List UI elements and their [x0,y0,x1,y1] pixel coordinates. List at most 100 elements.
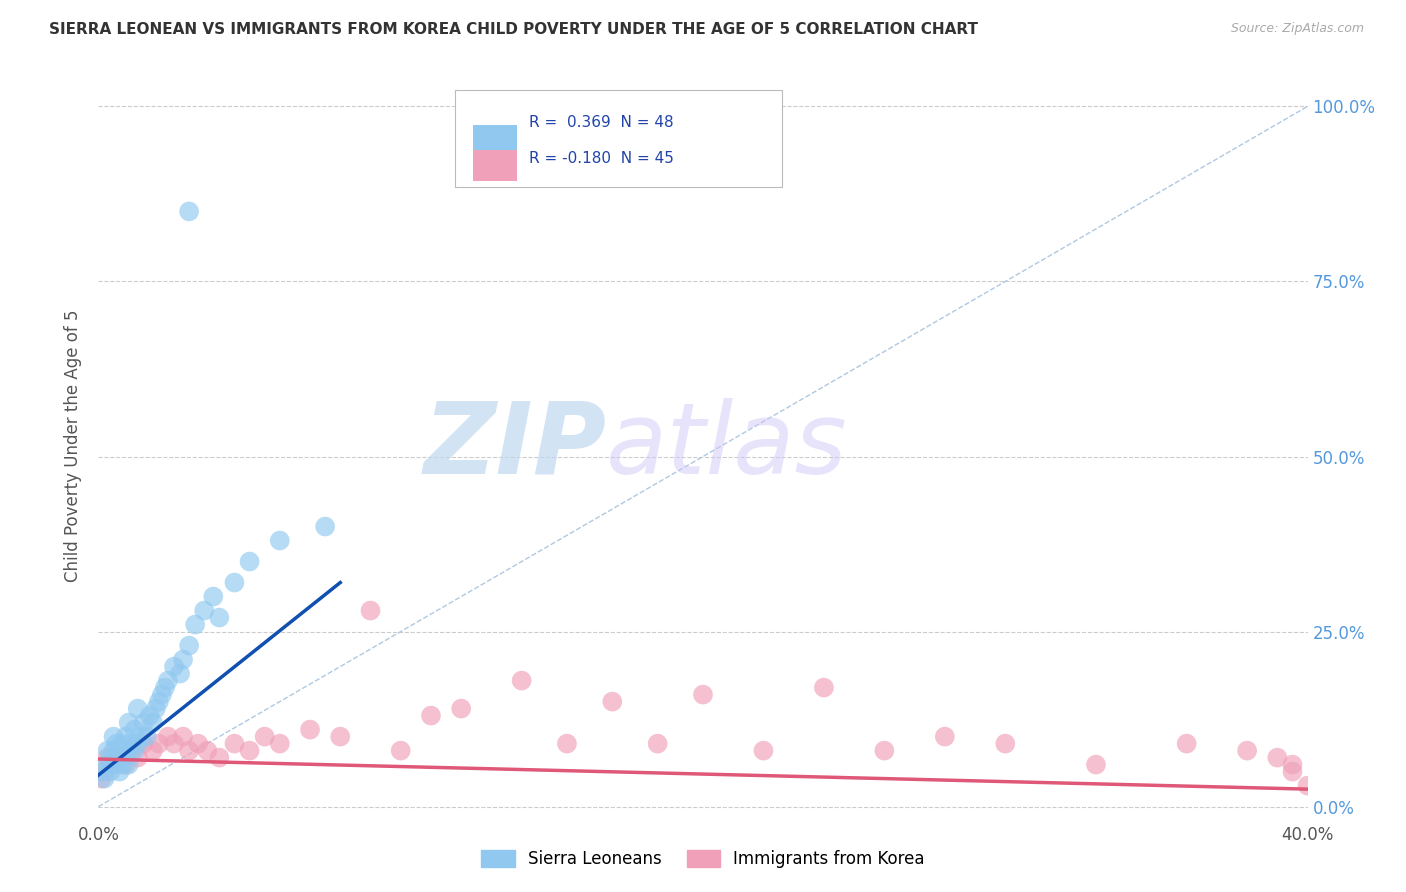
FancyBboxPatch shape [456,90,782,187]
Point [224,737,246,751]
Point [108,743,131,757]
FancyBboxPatch shape [474,150,517,181]
Point [420,708,443,723]
Point [934,730,956,744]
Point [208,750,231,764]
Point [329,730,352,744]
Point [148,695,170,709]
Point [172,652,194,666]
Point [1296,779,1319,793]
Point [118,743,141,757]
Point [239,555,262,569]
Point [114,750,136,764]
Point [1267,750,1289,764]
Point [111,757,134,772]
Point [114,730,136,744]
Text: atlas: atlas [606,398,848,494]
Text: ZIP: ZIP [423,398,606,494]
Point [172,730,194,744]
Point [118,715,141,730]
Point [1175,737,1198,751]
Point [135,730,157,744]
Point [127,737,149,751]
Point [153,681,176,695]
Point [103,757,125,772]
Point [108,764,131,779]
Point [193,603,215,617]
Y-axis label: Child Poverty Under the Age of 5: Child Poverty Under the Age of 5 [65,310,83,582]
Point [118,757,141,772]
Point [555,737,578,751]
Point [124,743,146,757]
Point [239,743,262,757]
Point [127,750,149,764]
Point [142,715,165,730]
Point [179,743,201,757]
Text: R =  0.369  N = 48: R = 0.369 N = 48 [529,115,673,130]
Point [142,743,165,757]
Legend: Sierra Leoneans, Immigrants from Korea: Sierra Leoneans, Immigrants from Korea [475,843,931,875]
Point [129,730,152,744]
Point [179,204,201,219]
Point [121,743,143,757]
Point [111,737,134,751]
Point [132,737,155,751]
Point [96,743,118,757]
Point [132,715,155,730]
Point [602,695,624,709]
Point [184,617,207,632]
FancyBboxPatch shape [474,125,517,156]
Point [1085,757,1108,772]
Point [253,730,276,744]
Point [179,639,201,653]
Point [93,764,115,779]
Point [195,743,218,757]
Point [121,737,143,751]
Point [208,610,231,624]
Point [96,750,118,764]
Point [269,737,291,751]
Point [114,757,136,772]
Point [813,681,835,695]
Point [202,590,225,604]
Point [150,688,173,702]
Point [163,659,186,673]
Point [108,750,131,764]
Point [187,737,209,751]
Point [105,750,128,764]
Text: R = -0.180  N = 45: R = -0.180 N = 45 [529,151,673,166]
Text: Source: ZipAtlas.com: Source: ZipAtlas.com [1230,22,1364,36]
Point [994,737,1017,751]
Point [93,772,115,786]
Point [100,750,122,764]
Point [360,603,382,617]
Point [127,701,149,715]
Point [389,743,412,757]
Point [314,519,336,533]
Point [1236,743,1258,757]
Point [148,737,170,751]
Point [299,723,322,737]
Point [90,764,112,779]
Point [1281,764,1303,779]
Point [647,737,669,751]
Point [752,743,775,757]
Point [169,666,191,681]
Text: SIERRA LEONEAN VS IMMIGRANTS FROM KOREA CHILD POVERTY UNDER THE AGE OF 5 CORRELA: SIERRA LEONEAN VS IMMIGRANTS FROM KOREA … [49,22,979,37]
Point [96,757,118,772]
Point [105,737,128,751]
Point [90,772,112,786]
Point [156,673,179,688]
Point [224,575,246,590]
Point [1281,757,1303,772]
Point [145,701,167,715]
Point [103,730,125,744]
Point [100,764,122,779]
Point [873,743,896,757]
Point [156,730,179,744]
Point [163,737,186,751]
Point [103,743,125,757]
Point [124,723,146,737]
Point [103,757,125,772]
Point [510,673,533,688]
